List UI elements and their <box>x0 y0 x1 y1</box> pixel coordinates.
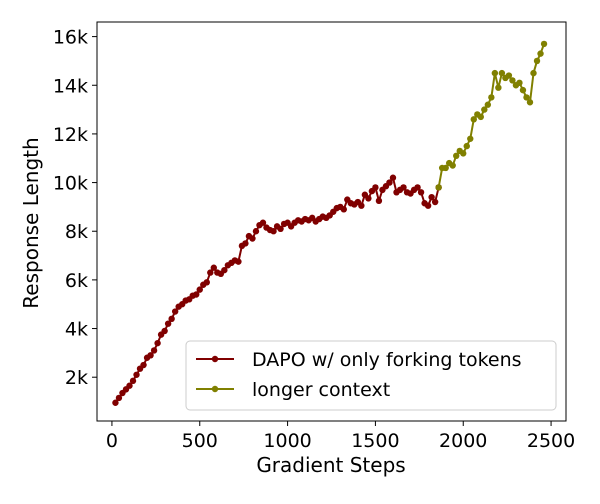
data-point <box>249 235 256 242</box>
y-tick-label: 12k <box>53 124 88 146</box>
data-point <box>467 135 474 142</box>
data-point <box>161 327 168 335</box>
data-point <box>453 152 460 160</box>
legend-swatch-marker <box>211 385 219 393</box>
data-point <box>140 361 147 369</box>
data-point <box>495 84 502 91</box>
x-tick-label: 1000 <box>263 430 311 452</box>
data-point <box>523 94 530 101</box>
data-point <box>428 193 435 201</box>
y-tick-label: 4k <box>65 319 88 341</box>
data-point <box>389 174 397 181</box>
data-point <box>540 40 548 48</box>
data-point <box>460 150 467 157</box>
data-point <box>270 228 277 235</box>
legend-label: longer context <box>252 379 390 401</box>
legend: DAPO w/ only forking tokens longer contex… <box>185 340 557 411</box>
data-point <box>112 399 119 406</box>
data-point <box>372 184 379 191</box>
data-point <box>207 269 214 276</box>
data-point <box>259 219 267 226</box>
data-point <box>481 106 488 113</box>
data-point <box>435 184 442 191</box>
data-point <box>115 394 123 402</box>
data-point <box>509 77 516 84</box>
data-point <box>477 113 485 121</box>
data-point <box>171 308 179 315</box>
data-point <box>193 291 200 298</box>
x-tick-label: 0 <box>106 430 118 452</box>
data-point <box>417 189 425 196</box>
data-point <box>210 264 218 271</box>
data-point <box>242 240 249 247</box>
data-point <box>526 99 534 106</box>
x-tick-label: 2000 <box>439 430 487 452</box>
data-point <box>484 101 492 108</box>
plot-frame <box>96 21 567 422</box>
y-tick-label: 16k <box>53 27 88 49</box>
data-point <box>358 202 365 209</box>
data-point <box>386 179 393 186</box>
data-point <box>442 164 449 172</box>
data-point <box>400 184 407 191</box>
data-point <box>375 197 383 205</box>
legend-label: DAPO w/ only forking tokens <box>252 349 522 371</box>
data-point <box>533 57 541 65</box>
legend-item-0: DAPO w/ only forking tokens <box>196 349 522 371</box>
legend-box <box>185 340 557 411</box>
data-point <box>530 69 537 77</box>
data-point <box>203 279 210 286</box>
data-point <box>126 382 133 389</box>
data-point <box>154 339 161 347</box>
y-tick-label: 6k <box>65 270 88 292</box>
data-point <box>150 347 158 354</box>
data-point <box>365 195 372 202</box>
data-point <box>221 266 228 274</box>
x-axis-label: Gradient Steps <box>256 453 405 477</box>
legend-swatch-marker <box>211 355 219 363</box>
y-tick-label: 14k <box>53 75 88 97</box>
data-point <box>424 202 432 209</box>
data-point <box>147 352 154 359</box>
data-point <box>463 142 470 150</box>
series-0 <box>112 174 442 406</box>
data-point <box>488 94 495 101</box>
legend-item-1: longer context <box>196 379 390 401</box>
data-point <box>491 69 499 77</box>
x-tick-label: 1500 <box>351 430 399 452</box>
data-point <box>505 72 513 79</box>
y-tick-label: 10k <box>53 173 88 195</box>
data-point <box>414 184 421 191</box>
data-point <box>498 69 506 77</box>
data-point <box>196 286 203 293</box>
series-1 <box>435 40 548 191</box>
data-point <box>277 225 284 232</box>
data-point <box>235 258 242 265</box>
y-tick-label: 8k <box>65 221 88 243</box>
data-point <box>133 371 140 378</box>
data-point <box>537 50 544 57</box>
data-point <box>252 228 260 235</box>
y-tick-label: 2k <box>65 367 88 389</box>
data-point <box>470 116 477 123</box>
x-tick-label: 2500 <box>527 430 575 452</box>
data-point <box>431 198 439 206</box>
data-point <box>449 162 456 169</box>
data-point <box>168 315 175 323</box>
data-point <box>129 377 137 385</box>
data-point <box>519 86 527 94</box>
x-tick-label: 500 <box>182 430 218 452</box>
data-point <box>340 206 347 213</box>
data-point <box>164 320 172 327</box>
series-layer <box>112 40 548 406</box>
axes: 0 500 1000 1500 2000 2500 2k 4k 6k 8k 10k 12k 14k 16k <box>53 21 575 452</box>
y-axis-label: Response Length <box>19 137 43 308</box>
data-point <box>516 79 523 87</box>
